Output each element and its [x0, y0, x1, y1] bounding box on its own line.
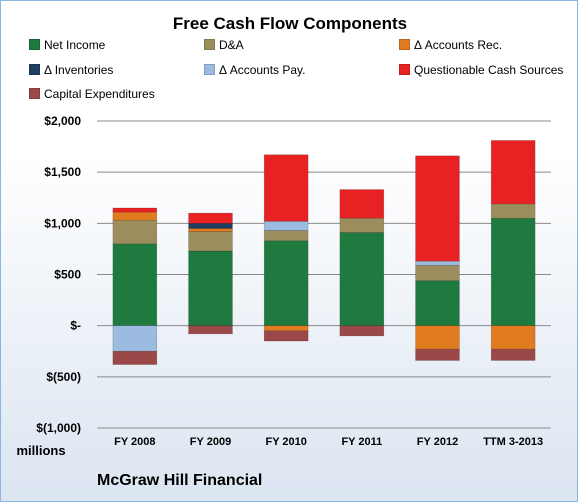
legend: Net Income D&A Δ Accounts Rec. Δ Inventorie… [1, 34, 577, 114]
y-tick-label: $1,500 [44, 165, 81, 179]
bar-segment [415, 155, 460, 262]
bar-segment [490, 217, 536, 326]
y-tick-label: $(1,000) [36, 421, 81, 435]
bar-segment [415, 348, 460, 361]
legend-label: Δ Accounts Pay. [219, 63, 306, 77]
legend-item: D&A [204, 38, 244, 52]
bar-segment [415, 280, 460, 326]
legend-label: D&A [219, 38, 244, 52]
bar-segment [188, 212, 233, 224]
bar-segment [339, 189, 385, 219]
y-tick-label: $1,000 [44, 216, 81, 230]
legend-item: Questionable Cash Sources [399, 63, 563, 77]
bar-segment [263, 330, 309, 342]
y-tick-label: $(500) [46, 370, 81, 384]
legend-swatch [204, 39, 215, 50]
legend-item: Δ Accounts Pay. [204, 63, 306, 77]
x-tick-label: TTM 3-2013 [483, 436, 543, 448]
legend-item: Δ Accounts Rec. [399, 38, 502, 52]
bar-segment [339, 217, 385, 233]
bar-segment [263, 154, 309, 222]
x-tick-label: FY 2010 [265, 436, 306, 448]
legend-item: Net Income [29, 38, 105, 52]
bar-segment [415, 260, 460, 266]
bar-segment [112, 243, 158, 326]
legend-swatch [29, 39, 40, 50]
legend-swatch [399, 39, 410, 50]
legend-label: Questionable Cash Sources [414, 63, 564, 77]
bar-segment [415, 264, 460, 281]
legend-item: Δ Inventories [29, 63, 113, 77]
bar-segment [263, 240, 309, 326]
bar-segment [112, 207, 158, 213]
bar-segment [112, 211, 158, 221]
bar-segment [263, 220, 309, 231]
legend-label: Δ Accounts Rec. [414, 38, 503, 52]
bar-segment [188, 228, 233, 232]
bar-segment [112, 219, 158, 245]
bar-segment [490, 348, 536, 361]
bar-segment [339, 232, 385, 326]
bar-segment [188, 223, 233, 229]
bar-segment [188, 250, 233, 326]
chart-title: Free Cash Flow Components [172, 14, 408, 33]
legend-item: Capital Expenditures [29, 87, 155, 101]
legend-swatch [29, 64, 40, 75]
bar-segment [188, 325, 233, 335]
unit-label: millions [16, 443, 66, 458]
bar-segment [415, 325, 460, 350]
y-tick-label: $500 [54, 268, 81, 282]
legend-swatch [399, 64, 410, 75]
legend-swatch [29, 88, 40, 99]
bar-segment [490, 140, 536, 205]
y-tick-label: $- [70, 319, 81, 333]
legend-label: Capital Expenditures [44, 87, 155, 101]
legend-label: Δ Inventories [44, 63, 114, 77]
legend-swatch [204, 64, 215, 75]
bar-segment [112, 350, 158, 365]
bar-segment [263, 325, 309, 332]
company-name: McGraw Hill Financial [97, 472, 263, 489]
bar-segment [490, 203, 536, 219]
bar-segment [490, 325, 536, 350]
bar-segment [112, 325, 158, 352]
x-tick-label: FY 2009 [190, 436, 231, 448]
bar-segment [339, 325, 385, 337]
x-tick-label: FY 2008 [114, 436, 155, 448]
bar-segment [263, 230, 309, 242]
legend-label: Net Income [44, 38, 106, 52]
y-tick-label: $2,000 [44, 114, 81, 128]
x-tick-label: FY 2012 [417, 436, 458, 448]
x-tick-label: FY 2011 [341, 436, 382, 448]
bar-segment [188, 231, 233, 252]
